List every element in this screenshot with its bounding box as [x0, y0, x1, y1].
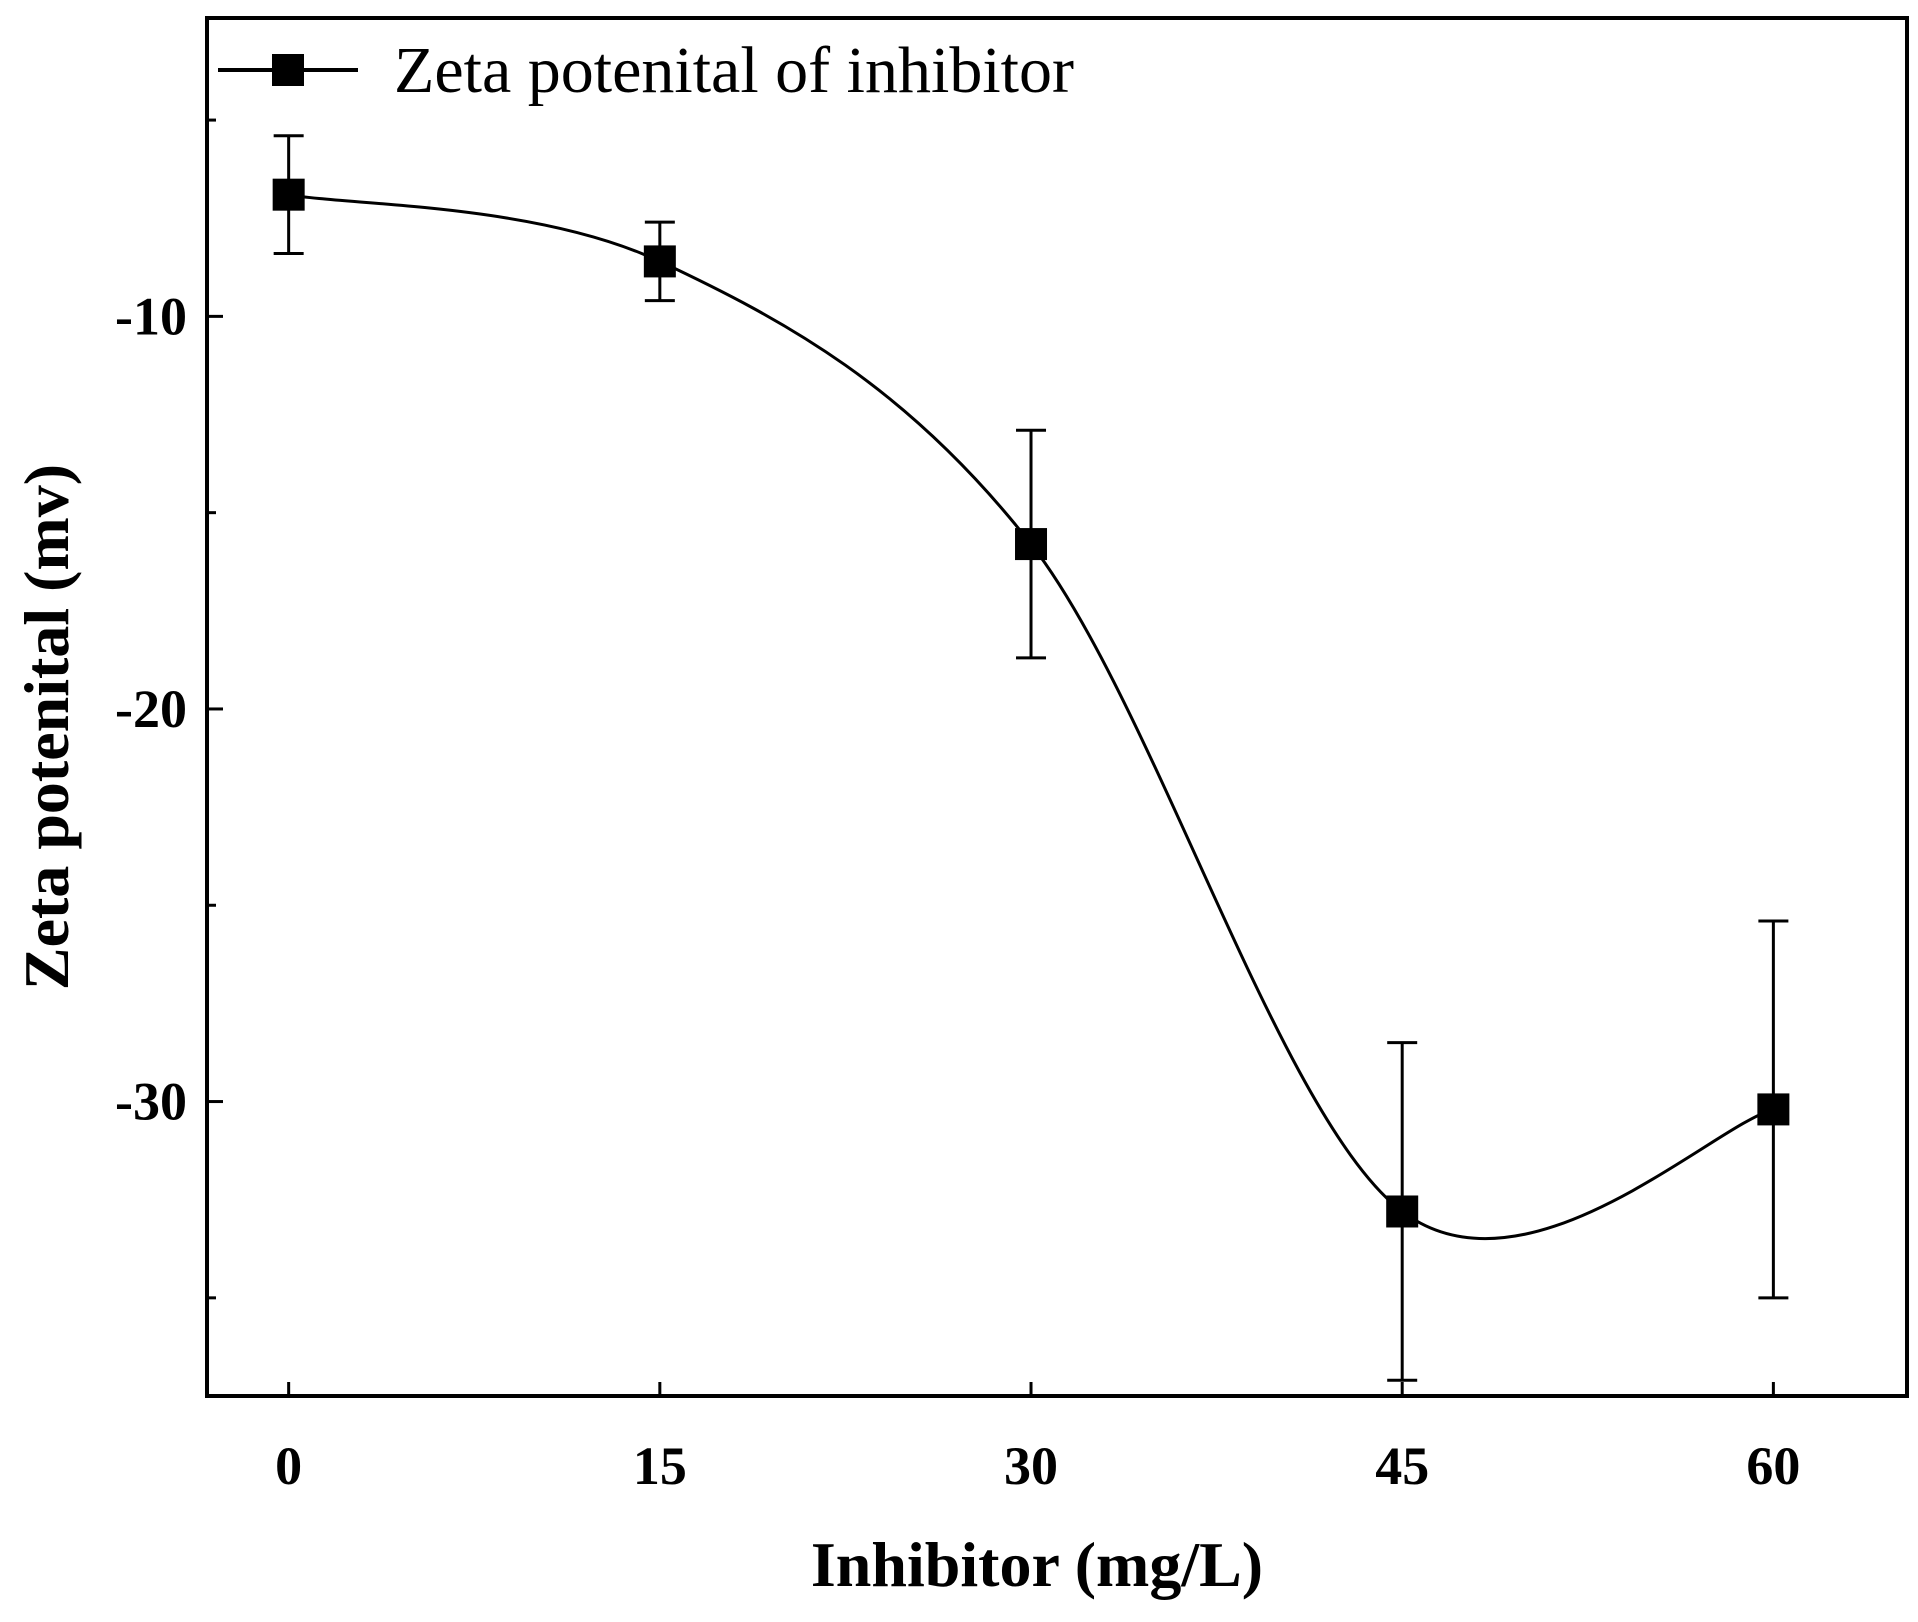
legend-marker	[272, 54, 304, 86]
plot-frame	[205, 16, 1909, 1398]
axis-ticks: 0 15 30 45 60 -10 -20 -30	[115, 118, 1800, 1496]
data-point	[643, 245, 676, 278]
x-tick-label: 45	[1375, 1436, 1429, 1496]
data-point	[1757, 1093, 1790, 1126]
legend: Zeta potenital of inhibitor	[218, 34, 1074, 107]
x-tick-label: 30	[1004, 1436, 1058, 1496]
series-line	[288, 193, 1774, 1240]
data-point	[1015, 528, 1048, 561]
legend-label: Zeta potenital of inhibitor	[394, 34, 1074, 107]
x-tick-label: 15	[633, 1436, 687, 1496]
plot-area	[272, 134, 1790, 1382]
y-tick-label: -20	[115, 679, 187, 739]
x-tick-label: 60	[1746, 1436, 1800, 1496]
data-point	[1386, 1195, 1419, 1228]
y-tick-label: -10	[115, 286, 187, 346]
x-tick-label: 0	[275, 1436, 302, 1496]
data-point	[272, 178, 305, 211]
x-axis-title: Inhibitor (mg/L)	[811, 1529, 1263, 1600]
y-tick-label: -30	[115, 1072, 187, 1132]
y-axis-title: Zeta potenital (mv)	[11, 464, 82, 990]
